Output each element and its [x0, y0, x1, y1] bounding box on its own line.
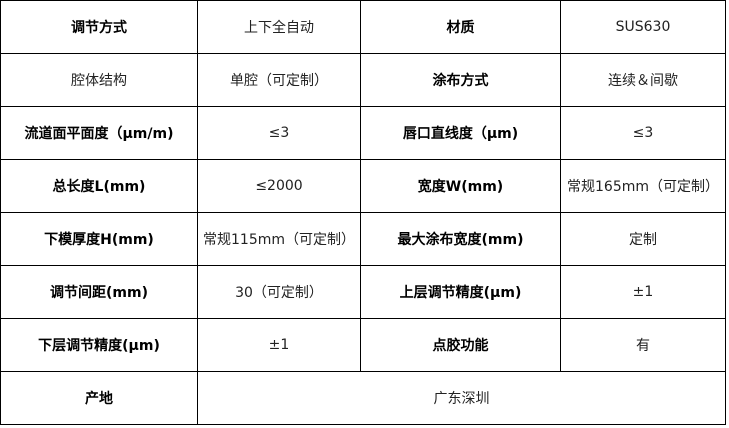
- spec-label: 总长度L(mm): [0, 159, 198, 213]
- origin-value: 广东深圳: [197, 371, 726, 425]
- spec-label: 最大涂布宽度(mm): [360, 212, 561, 266]
- spec-value: 上下全自动: [197, 0, 361, 54]
- spec-label: 材质: [360, 0, 561, 54]
- table-row: 下模厚度H(mm) 常规115mm（可定制） 最大涂布宽度(mm) 定制: [0, 212, 726, 266]
- spec-value: SUS630: [560, 0, 726, 54]
- spec-label: 宽度W(mm): [360, 159, 561, 213]
- table-row: 下层调节精度(μm) ±1 点胶功能有: [0, 318, 726, 372]
- table-row: 总长度L(mm) ≤2000 宽度W(mm) 常规165mm（可定制）: [0, 159, 726, 213]
- spec-label: 腔体结构: [0, 53, 198, 107]
- spec-value: 常规115mm（可定制）: [197, 212, 361, 266]
- spec-value: 30（可定制）: [197, 265, 361, 319]
- spec-label: 上层调节精度(μm): [360, 265, 561, 319]
- table-row: 调节间距(mm) 30（可定制） 上层调节精度(μm) ±1: [0, 265, 726, 319]
- spec-label: 调节方式: [0, 0, 198, 54]
- spec-value: ±1: [197, 318, 361, 372]
- spec-label: 下层调节精度(μm): [0, 318, 198, 372]
- spec-value: ≤2000: [197, 159, 361, 213]
- spec-value: ±1: [560, 265, 726, 319]
- spec-value: 单腔（可定制）: [197, 53, 361, 107]
- spec-value: 定制: [560, 212, 726, 266]
- table-row: 腔体结构 单腔（可定制） 涂布方式 连续＆间歇: [0, 53, 726, 107]
- spec-value: 连续＆间歇: [560, 53, 726, 107]
- table-row-origin: 产地 广东深圳: [0, 371, 726, 425]
- spec-value: 有: [560, 318, 726, 372]
- spec-label: 下模厚度H(mm): [0, 212, 198, 266]
- spec-label: 点胶功能: [360, 318, 561, 372]
- spec-label: 调节间距(mm): [0, 265, 198, 319]
- spec-value: 常规165mm（可定制）: [560, 159, 726, 213]
- spec-label: 涂布方式: [360, 53, 561, 107]
- origin-label: 产地: [0, 371, 198, 425]
- spec-value: ≤3: [560, 106, 726, 160]
- spec-label: 唇口直线度（μm): [360, 106, 561, 160]
- spec-label: 流道面平面度（μm/m): [0, 106, 198, 160]
- table-row: 流道面平面度（μm/m) ≤3 唇口直线度（μm) ≤3: [0, 106, 726, 160]
- table-row: 调节方式 上下全自动 材质 SUS630: [0, 0, 726, 54]
- spec-value: ≤3: [197, 106, 361, 160]
